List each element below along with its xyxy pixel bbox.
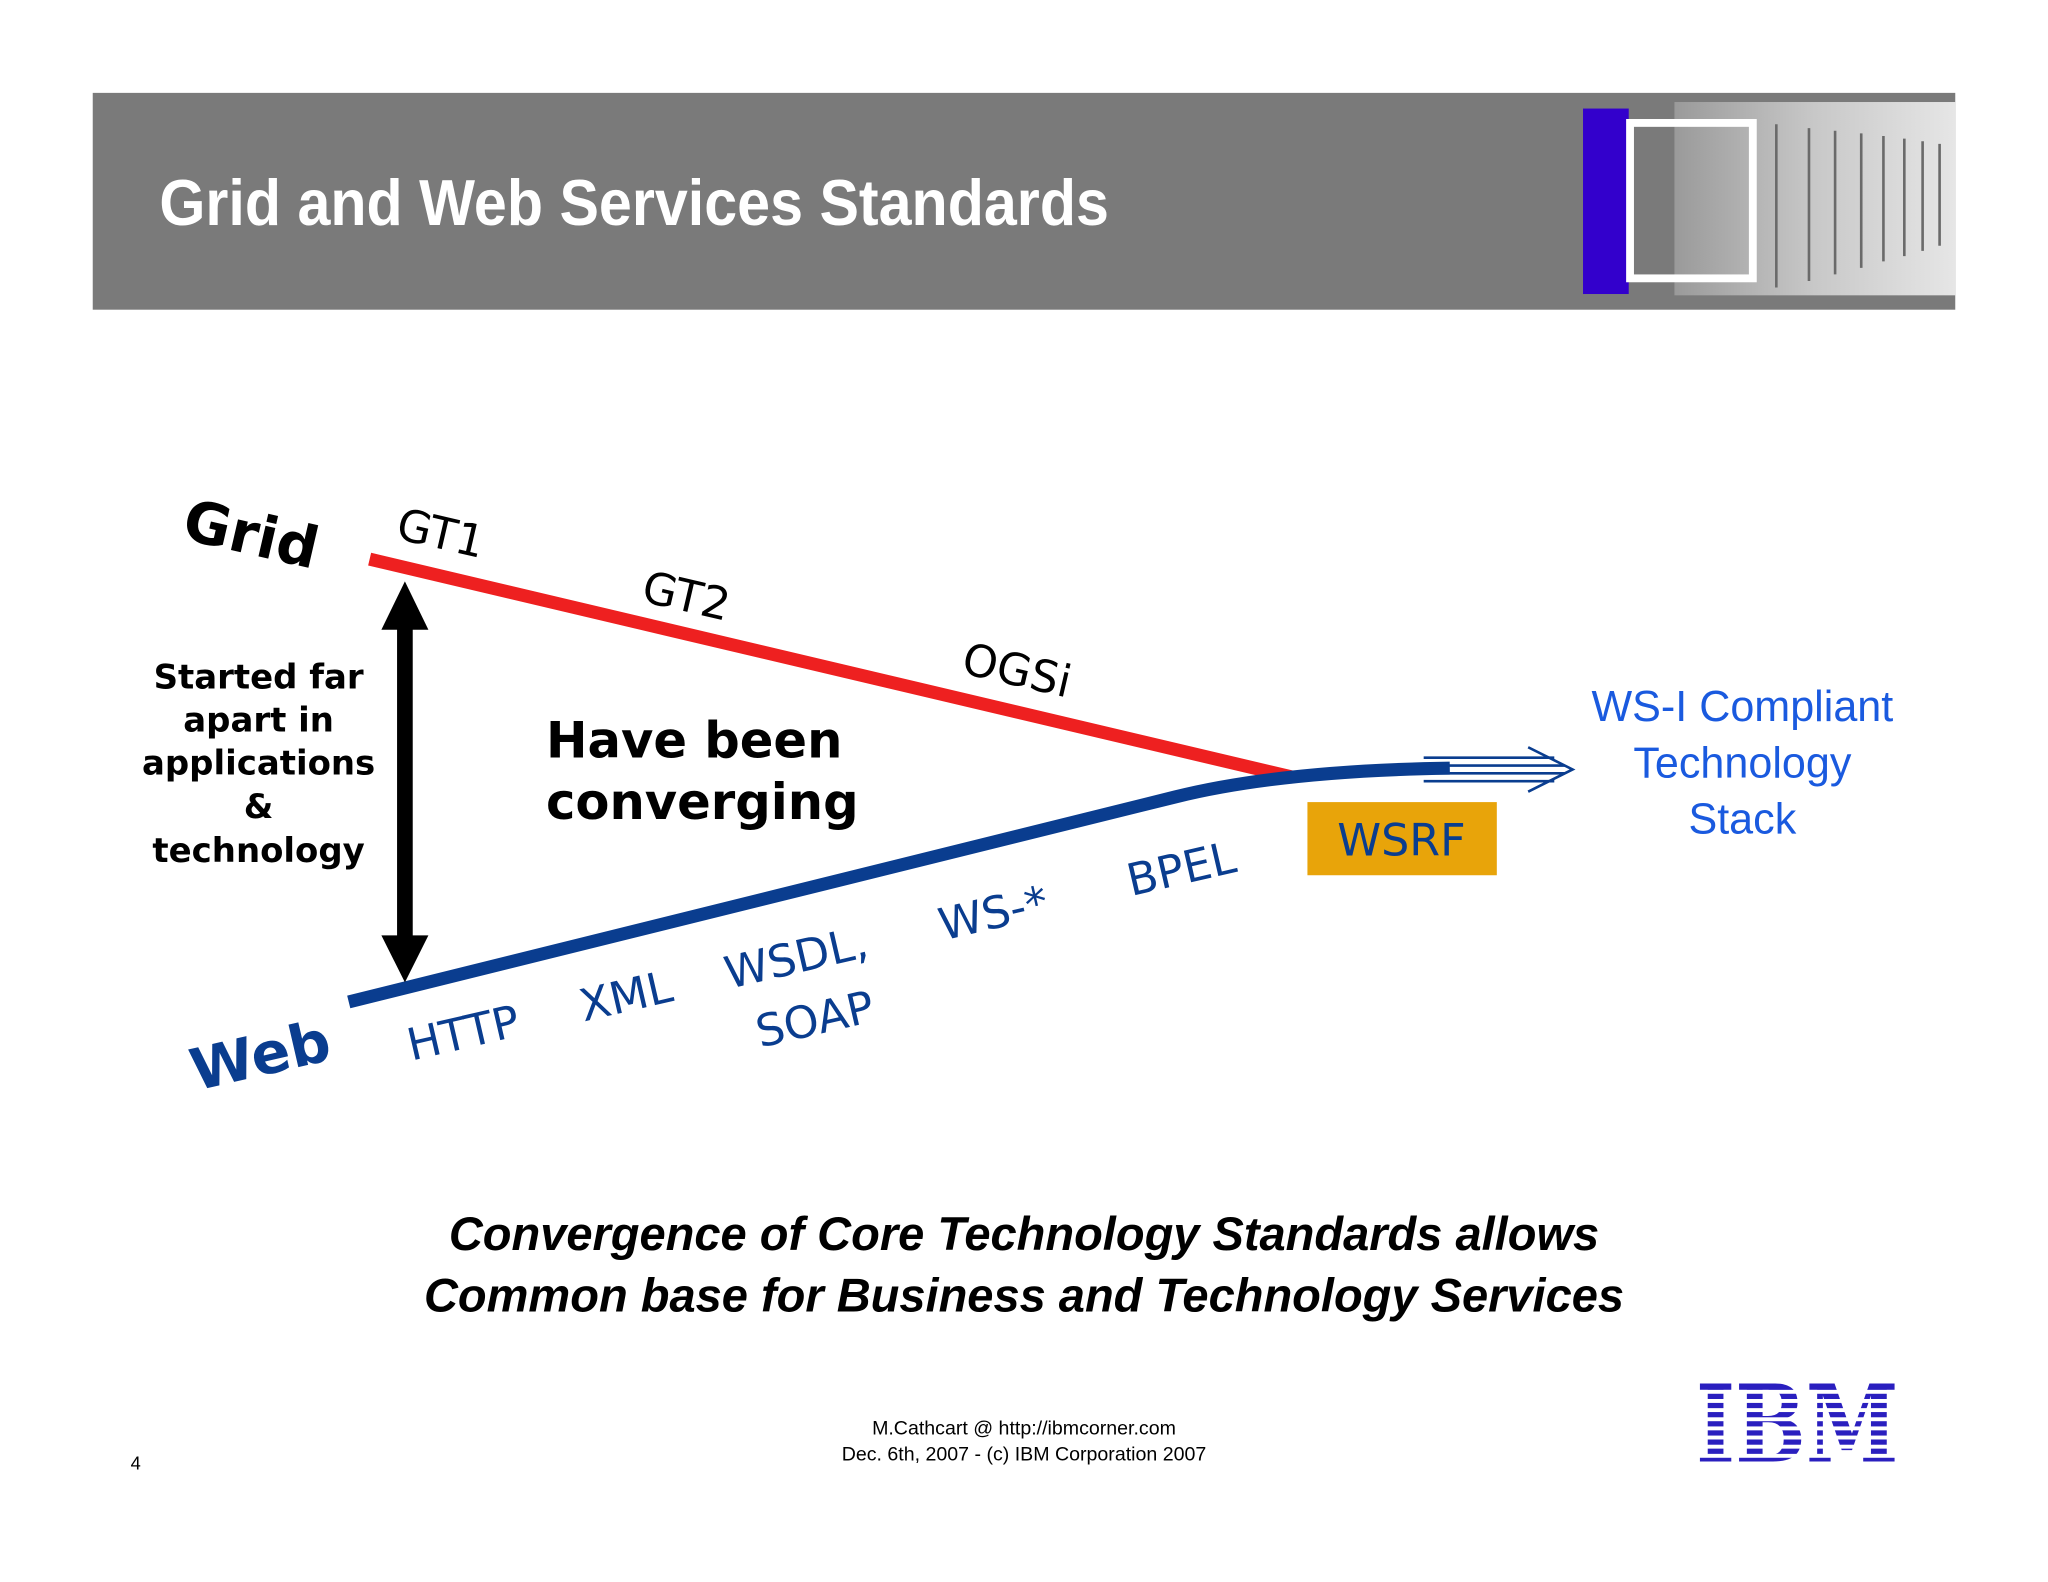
footer-credit: M.Cathcart @ http://ibmcorner.com [872,1417,1176,1439]
side-note-line: & [244,787,274,827]
web-milestone: XML [575,961,678,1032]
header-accent [1583,108,1629,295]
target-line: Stack [1688,795,1796,843]
center-note: Have been [546,712,842,770]
caption-line: Convergence of Core Technology Standards… [449,1207,1599,1260]
gap-arrow-head [381,581,429,630]
header-image [1674,102,1956,296]
target-line: WS-I Compliant [1592,683,1894,731]
server-racks [1775,124,1941,288]
side-note-line: applications [142,744,375,784]
side-note: Started far apart in applications & tech… [142,657,375,871]
logo-stripes [1684,1389,1907,1458]
side-note-line: apart in [183,701,334,741]
web-milestone: SOAP [751,982,879,1059]
arrow-head [1423,746,1576,793]
wsrf-label: WSRF [1337,816,1465,867]
target-line: Technology [1633,739,1851,787]
web-milestone: WS-* [934,877,1053,952]
web-milestone: HTTP [402,996,524,1071]
caption-line: Common base for Business and Technology … [424,1268,1624,1321]
side-note-line: technology [152,831,364,871]
grid-milestone: GT1 [392,499,489,569]
slide-title: Grid and Web Services Standards [159,166,1109,239]
header-frame [1626,118,1757,283]
target: WS-I Compliant Technology Stack [1592,683,1894,843]
ibm-logo: IBM [1696,1362,1898,1488]
grid-label: Grid [177,487,325,583]
web-milestone: BPEL [1122,832,1241,906]
wsrf-box [1307,802,1497,876]
page-number: 4 [131,1453,141,1474]
web-label: Web [184,1007,337,1104]
grid-line [368,552,1295,784]
gap-arrow-head [381,935,429,983]
center-note: converging [546,773,859,831]
footer-credit: Dec. 6th, 2007 - (c) IBM Corporation 200… [842,1443,1207,1465]
header-bar [92,92,1956,310]
side-note-line: Started far [154,657,364,697]
web-line [347,761,1450,1009]
